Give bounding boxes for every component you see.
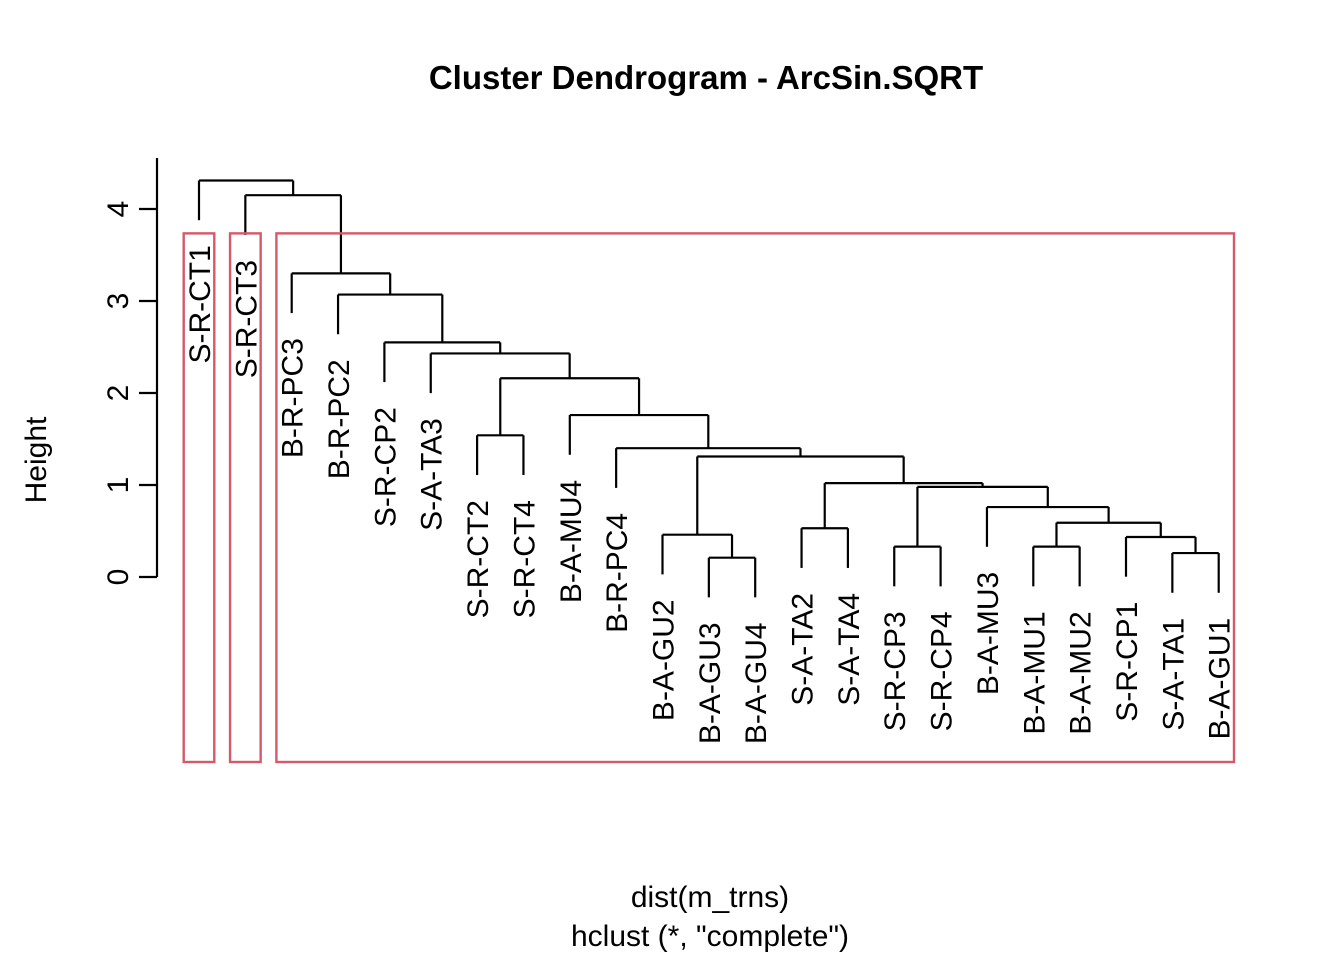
cluster-rect xyxy=(275,232,1236,764)
leaf-label: B-A-MU2 xyxy=(1065,611,1098,734)
cluster-rect xyxy=(182,232,216,764)
leaf-label: S-A-TA4 xyxy=(833,593,866,706)
leaf-label: S-R-CP2 xyxy=(369,407,402,527)
dendrogram-tree xyxy=(197,179,1220,598)
chart-title: Cluster Dendrogram - ArcSin.SQRT xyxy=(429,59,983,96)
leaf-label: B-A-GU3 xyxy=(694,622,727,744)
cluster-rectangles xyxy=(182,232,1236,764)
leaf-label: B-A-MU4 xyxy=(555,480,588,603)
leaf-label: S-R-CT1 xyxy=(184,245,217,363)
leaf-label: B-A-GU2 xyxy=(648,599,681,721)
y-axis-tick-label: 1 xyxy=(102,477,135,494)
cluster-rect xyxy=(228,232,262,764)
leaf-label: S-R-CT2 xyxy=(462,500,495,618)
leaf-labels: S-R-CT1 S-R-CT3 B-R-PC3 B-R-PC2 S-R-CP2 S-A-T… xyxy=(184,245,1237,744)
leaf-label: B-A-GU1 xyxy=(1204,618,1237,740)
leaf-label: S-R-CP4 xyxy=(926,611,959,731)
x-axis-caption-line1: dist(m_trns) xyxy=(631,881,789,914)
leaf-label: S-A-TA2 xyxy=(787,593,820,706)
leaf-label: B-R-PC3 xyxy=(277,338,310,458)
leaf-label: S-R-CT4 xyxy=(508,500,541,618)
leaf-label: B-R-PC4 xyxy=(601,513,634,633)
leaf-label: S-A-TA1 xyxy=(1157,618,1190,731)
y-axis-title: Height xyxy=(20,416,53,503)
leaf-label: B-A-MU1 xyxy=(1018,611,1051,734)
leaf-label: S-R-CP1 xyxy=(1111,602,1144,722)
leaf-label: S-A-TA3 xyxy=(416,418,449,531)
y-axis-tick-label: 0 xyxy=(102,569,135,586)
y-axis-tick-label: 2 xyxy=(102,385,135,402)
y-axis-tick-label: 4 xyxy=(102,201,135,218)
y-axis: 0 1 2 3 4 xyxy=(102,158,159,586)
leaf-label: B-A-MU3 xyxy=(972,572,1005,695)
x-axis-caption-line2: hclust (*, "complete") xyxy=(571,920,849,953)
y-axis-tick-label: 3 xyxy=(102,293,135,310)
leaf-label: B-A-GU4 xyxy=(740,622,773,744)
leaf-label: B-R-PC2 xyxy=(323,359,356,479)
leaf-label: S-R-CP3 xyxy=(879,611,912,731)
leaf-label: S-R-CT3 xyxy=(230,260,263,378)
